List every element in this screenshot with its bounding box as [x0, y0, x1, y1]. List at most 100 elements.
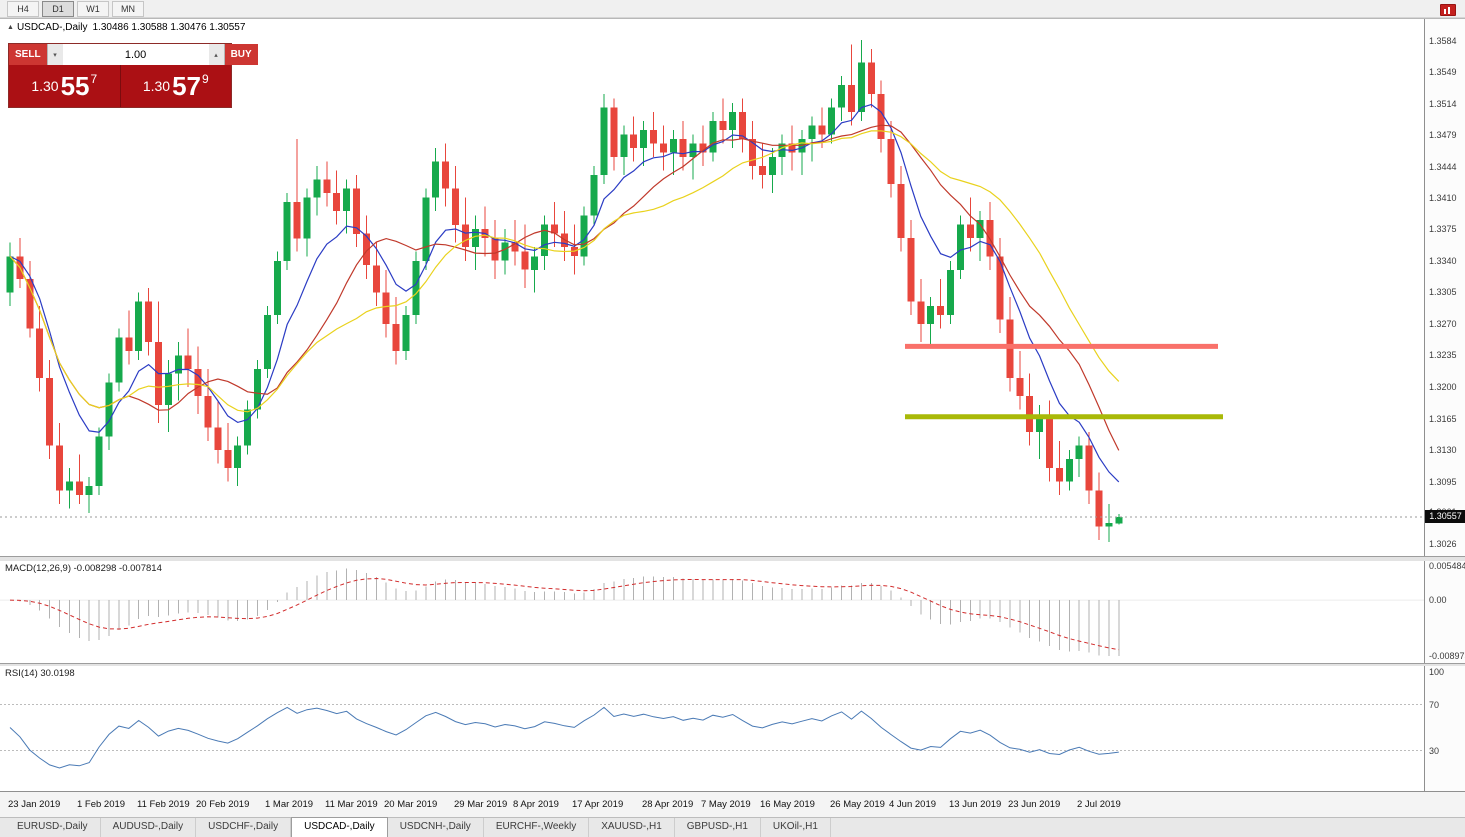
bid-pips: 55 [60, 71, 90, 101]
date-tick: 28 Apr 2019 [642, 799, 694, 810]
tab-gbpusd-h1[interactable]: GBPUSD-,H1 [675, 818, 761, 837]
ma-fast[interactable] [9, 103, 1120, 483]
price-chart[interactable] [0, 19, 1424, 557]
expand-icon: ▲ [7, 24, 14, 31]
chart-tabs-bar: EURUSD-,Daily AUDUSD-,Daily USDCHF-,Daily U… [0, 817, 1465, 837]
current-price-tag: 1.30557 [1425, 510, 1465, 523]
tab-usdcad-daily[interactable]: USDCAD-,Daily [291, 817, 388, 837]
date-tick: 1 Feb 2019 [77, 799, 126, 810]
trade-prices-row: 1.30 55 7 1.30 57 9 [9, 65, 231, 107]
volume-spinner: ▾ ▴ [46, 44, 225, 65]
tab-usdchf-daily[interactable]: USDCHF-,Daily [196, 818, 292, 837]
ma-slow[interactable] [9, 130, 1120, 413]
tab-eurchf-weekly[interactable]: EURCHF-,Weekly [484, 818, 590, 837]
macd-signal-line [9, 577, 1119, 651]
macd-panel: 0.005484 0.00 -0.008973 MACD(12,26,9) -0.0… [0, 561, 1465, 663]
date-tick: 2 Jul 2019 [1077, 799, 1121, 810]
bid-pipette: 7 [90, 72, 98, 86]
price-tick: 1.3270 [1429, 319, 1457, 329]
price-tick: 1.3584 [1429, 36, 1457, 46]
ask-prefix: 1.30 [142, 78, 171, 94]
chart-ohlc-values: 1.30486 1.30588 1.30476 1.30557 [92, 22, 246, 33]
ask-price-button[interactable]: 1.30 57 9 [121, 65, 232, 107]
macd-label: MACD(12,26,9) -0.008298 -0.007814 [5, 563, 162, 574]
price-tick: 1.3235 [1429, 350, 1457, 360]
price-tick: 1.3479 [1429, 130, 1457, 140]
rsi-line [9, 706, 1119, 769]
ask-pips: 57 [172, 71, 201, 101]
price-tick: 1.3200 [1429, 382, 1457, 392]
tab-xauusd-h1[interactable]: XAUUSD-,H1 [589, 818, 675, 837]
price-tick: 1.3165 [1429, 414, 1457, 424]
bid-prefix: 1.30 [31, 78, 59, 94]
macd-axis-tick: 0.005484 [1429, 561, 1465, 571]
price-tick: 1.3130 [1429, 445, 1457, 455]
tab-audusd-daily[interactable]: AUDUSD-,Daily [101, 818, 197, 837]
chart-title: USDCAD-,Daily [16, 22, 88, 33]
rsi-axis-tick: 70 [1429, 700, 1440, 710]
chart-header: ▲ USDCAD-,Daily 1.30486 1.30588 1.30476 1.… [7, 22, 245, 33]
buy-button[interactable]: BUY [224, 44, 258, 65]
date-tick: 4 Jun 2019 [889, 799, 937, 810]
date-tick: 7 May 2019 [701, 799, 751, 810]
rsi-label: RSI(14) 30.0198 [5, 668, 75, 679]
price-tick: 1.3340 [1429, 256, 1457, 266]
date-tick: 11 Feb 2019 [137, 799, 190, 810]
timeframe-toolbar: H4 D1 W1 MN [0, 0, 1465, 18]
macd-axis-tick: -0.008973 [1429, 651, 1465, 661]
macd-axis: 0.005484 0.00 -0.008973 [1424, 561, 1465, 663]
date-tick: 26 May 2019 [830, 799, 885, 810]
timeframe-button-h4[interactable]: H4 [7, 0, 39, 17]
rsi-axis-tick: 100 [1429, 667, 1445, 677]
tab-ukoil-h1[interactable]: UKOil-,H1 [761, 818, 831, 837]
bid-price-button[interactable]: 1.30 55 7 [9, 65, 120, 107]
tab-usdcnh-daily[interactable]: USDCNH-,Daily [388, 818, 484, 837]
date-tick: 23 Jan 2019 [8, 799, 61, 810]
time-axis: 23 Jan 2019 1 Feb 2019 11 Feb 2019 20 Feb 2… [0, 791, 1465, 817]
date-tick: 16 May 2019 [760, 799, 815, 810]
timeframe-button-d1[interactable]: D1 [42, 0, 74, 17]
ask-pipette: 9 [201, 72, 209, 86]
rsi-axis-tick: 30 [1429, 746, 1440, 756]
date-tick: 1 Mar 2019 [265, 799, 314, 810]
date-tick: 23 Jun 2019 [1008, 799, 1061, 810]
rsi-panel: 100 70 30 RSI(14) 30.0198 [0, 666, 1465, 791]
chart-window-icon[interactable] [1440, 4, 1456, 16]
volume-input[interactable] [62, 44, 209, 65]
trade-controls-row: SELL ▾ ▴ BUY [9, 44, 258, 65]
panel-splitter-1[interactable] [0, 556, 1465, 561]
macd-indicator-chart[interactable] [0, 561, 1424, 663]
price-divider [119, 65, 121, 107]
price-axis: 1.30557 1.3584 1.3549 1.3514 1.3479 1.3444 1.… [1424, 19, 1465, 557]
date-tick: 8 Apr 2019 [513, 799, 559, 810]
date-tick: 13 Jun 2019 [949, 799, 1002, 810]
price-tick: 1.3549 [1429, 67, 1457, 77]
price-tick: 1.3026 [1429, 539, 1457, 549]
price-tick: 1.3444 [1429, 162, 1457, 172]
rsi-axis: 100 70 30 [1424, 666, 1465, 791]
date-tick: 20 Mar 2019 [384, 799, 438, 810]
macd-axis-tick: 0.00 [1429, 595, 1447, 605]
date-tick: 29 Mar 2019 [454, 799, 508, 810]
price-tick: 1.3375 [1429, 224, 1457, 234]
tab-eurusd-daily[interactable]: EURUSD-,Daily [5, 818, 101, 837]
price-tick: 1.3410 [1429, 193, 1457, 203]
date-tick: 20 Feb 2019 [196, 799, 250, 810]
macd-histogram [19, 568, 1120, 656]
price-tick: 1.3095 [1429, 477, 1457, 487]
volume-decrease-button[interactable]: ▾ [47, 44, 63, 65]
sell-button[interactable]: SELL [9, 44, 47, 65]
price-tick: 1.3514 [1429, 99, 1457, 109]
date-tick: 17 Apr 2019 [572, 799, 624, 810]
timeframe-button-mn[interactable]: MN [112, 0, 144, 17]
price-tick: 1.3305 [1429, 287, 1457, 297]
rsi-indicator-chart[interactable] [0, 666, 1424, 791]
volume-increase-button[interactable]: ▴ [208, 44, 224, 65]
candles-series [6, 39, 1123, 542]
timeframe-button-w1[interactable]: W1 [77, 0, 109, 17]
date-tick: 11 Mar 2019 [325, 799, 378, 810]
ma-mid[interactable] [9, 124, 1120, 451]
panel-splitter-2[interactable] [0, 663, 1465, 666]
